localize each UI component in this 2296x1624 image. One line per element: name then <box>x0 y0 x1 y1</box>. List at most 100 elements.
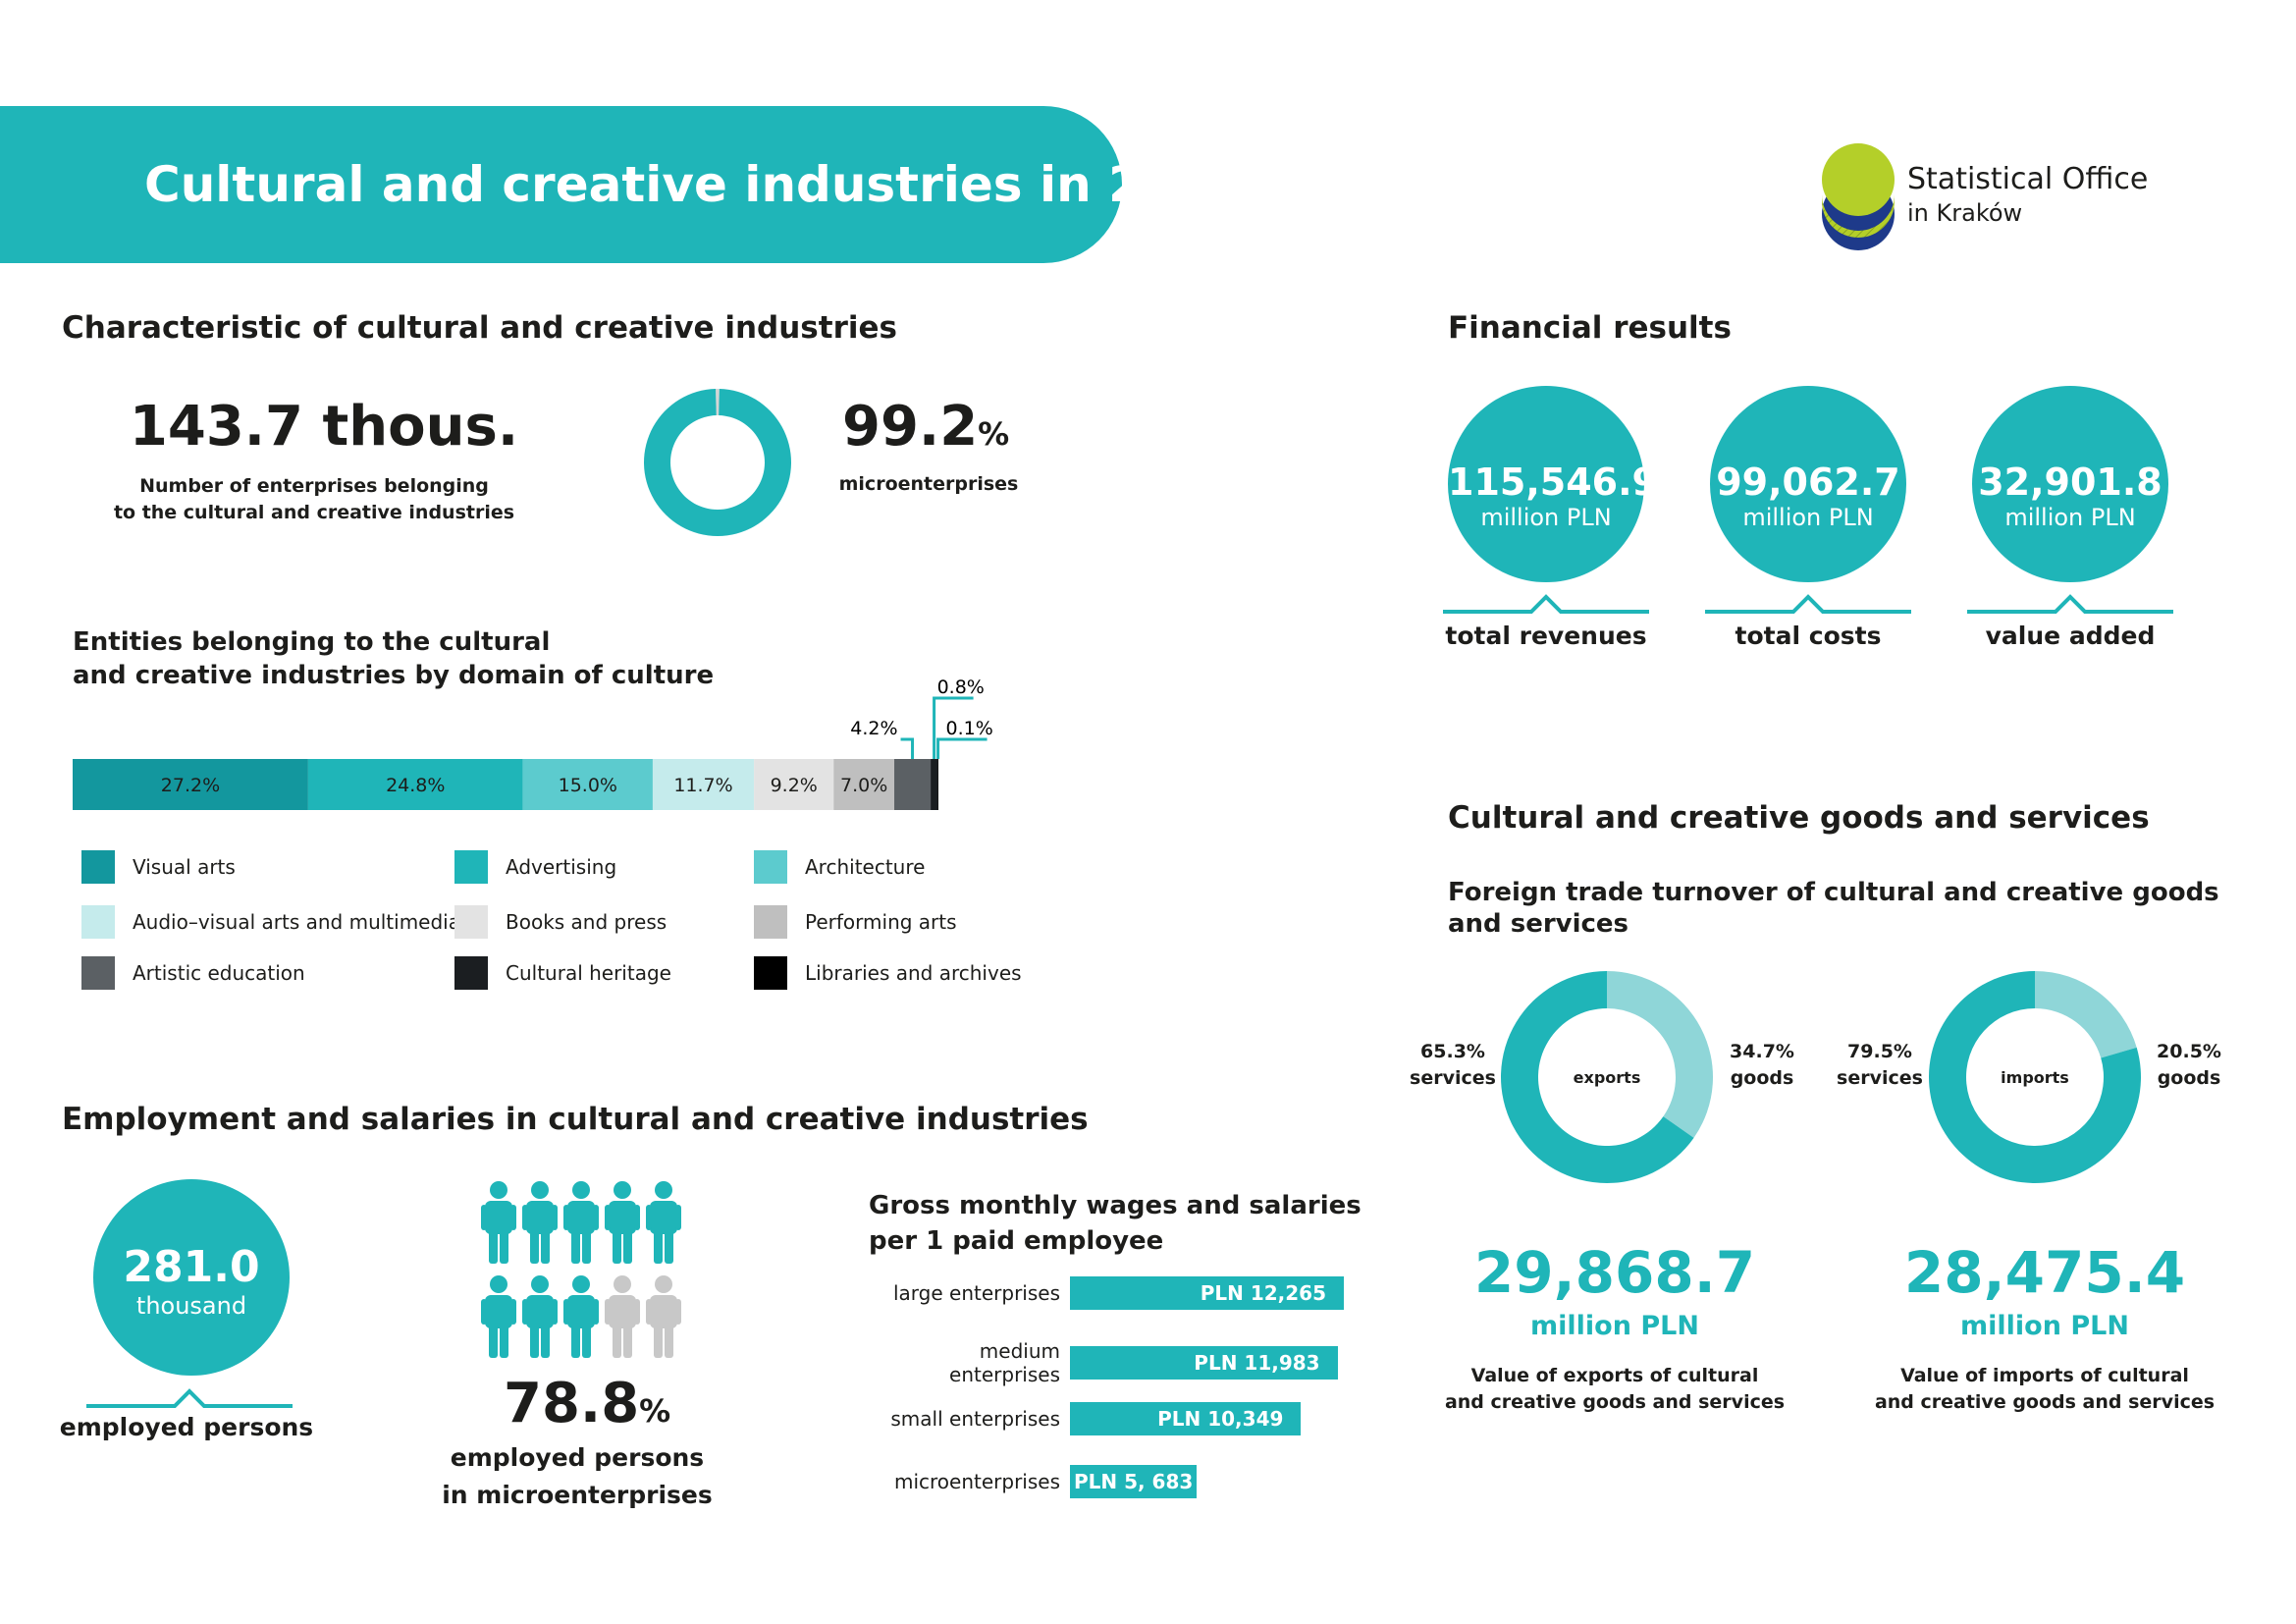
bar-segment-8 <box>937 759 938 810</box>
imports-goods-label: 20.5% goods <box>2157 1041 2221 1089</box>
wages-title: Gross monthly wages and salaries per 1 p… <box>869 1191 1362 1256</box>
bar-segment-label: 24.8% <box>386 775 445 796</box>
person-icon <box>522 1275 558 1358</box>
exports-donut: exports <box>1501 971 1713 1183</box>
financial-circle: 99,062.7 million PLN <box>1710 386 1906 582</box>
legend-swatch <box>81 905 115 939</box>
wages-bar-chart: large enterprises PLN 12,265 medium enterp… <box>874 1276 1364 1532</box>
legend-label: Advertising <box>506 855 617 879</box>
financial-label: value added <box>1985 622 2156 650</box>
employed-pointer-icon <box>86 1388 293 1408</box>
financial-circle: 115,546.9 million PLN <box>1448 386 1658 582</box>
bar-segment-6 <box>894 759 932 810</box>
financial-pointer-icon <box>1967 594 2173 614</box>
donut-slice-services <box>1929 971 2141 1183</box>
callout-line <box>936 737 988 759</box>
financial-value: 99,062.7 <box>1716 460 1900 504</box>
financial-label: total costs <box>1735 622 1882 650</box>
wage-category-label: large enterprises <box>892 1281 1060 1305</box>
donut-center-label: imports <box>2001 1068 2069 1087</box>
bar-segment-5 <box>833 759 895 810</box>
title-banner <box>0 106 1122 263</box>
legend-label: Cultural heritage <box>506 961 671 985</box>
person-icon <box>605 1181 640 1264</box>
wage-row: small enterprises PLN 10,349 <box>874 1402 1302 1435</box>
financial-pointer-icon <box>1705 594 1911 614</box>
domain-legend: Visual arts Advertising Architecture Audio–… <box>81 850 1063 1007</box>
legend-swatch <box>81 956 115 990</box>
financial-heading: Financial results <box>1448 310 1732 346</box>
legend-label: Visual arts <box>133 855 236 879</box>
legend-label: Architecture <box>805 855 926 879</box>
wage-row: large enterprises PLN 12,265 <box>874 1276 1344 1310</box>
goods-heading: Cultural and creative goods and services <box>1448 800 2150 836</box>
donut-slice-goods <box>1607 971 1713 1138</box>
legend-swatch <box>454 905 488 939</box>
legend-item: Architecture <box>754 850 925 884</box>
financial-row: 115,546.9 million PLN total revenues 99,062… <box>1443 386 2194 671</box>
wage-bar: PLN 12,265 <box>1070 1276 1344 1310</box>
legend-label: Artistic education <box>133 961 305 985</box>
legend-item: Audio–visual arts and multimedia <box>81 905 460 939</box>
callout-label: 0.1% <box>946 718 993 739</box>
bar-segment-1 <box>307 759 523 810</box>
financial-value: 32,901.8 <box>1978 460 2163 504</box>
bar-segment-2 <box>522 759 653 810</box>
enterprises-caption: Number of enterprises belonging to the c… <box>113 475 515 523</box>
person-icon <box>481 1181 516 1264</box>
financial-value: 115,546.9 <box>1448 460 1658 504</box>
wage-bar: PLN 11,983 <box>1070 1346 1338 1380</box>
financial-circle: 32,901.8 million PLN <box>1972 386 2168 582</box>
financial-unit: million PLN <box>1742 504 1874 531</box>
micro-employed-caption: employed persons in microenterprises <box>442 1443 713 1509</box>
exports-goods-label: 34.7% goods <box>1730 1041 1794 1089</box>
wage-category-label: microenterprises <box>893 1470 1060 1493</box>
page-title: Cultural and creative industries in 2024 <box>144 156 1246 213</box>
logo-mark-icon <box>1822 143 1895 250</box>
bar-segment-label: 15.0% <box>559 775 617 796</box>
wage-bar: PLN 5, 683 <box>1070 1465 1198 1498</box>
bar-segment-0 <box>73 759 308 810</box>
domain-chart-title: Entities belonging to the cultural and c… <box>73 627 715 690</box>
wage-row: medium enterprises PLN 11,983 <box>874 1339 1338 1386</box>
legend-label: Performing arts <box>805 910 957 934</box>
person-icon <box>563 1181 599 1264</box>
legend-swatch <box>454 850 488 884</box>
wage-category-label: small enterprises <box>890 1407 1060 1431</box>
legend-item: Artistic education <box>81 956 305 990</box>
legend-swatch <box>754 956 787 990</box>
legend-item: Cultural heritage <box>454 956 671 990</box>
financial-unit: million PLN <box>2004 504 2136 531</box>
microenterprises-donut <box>644 389 791 536</box>
bar-segment-label: 7.0% <box>840 775 887 796</box>
legend-swatch <box>81 850 115 884</box>
characteristic-heading: Characteristic of cultural and creative … <box>62 310 897 346</box>
bar-segment-label: 27.2% <box>161 775 220 796</box>
person-icon <box>605 1275 640 1358</box>
legend-swatch <box>454 956 488 990</box>
callout-line <box>900 737 915 759</box>
imports-donut: imports <box>1929 971 2141 1183</box>
person-icon <box>481 1275 516 1358</box>
legend-label: Libraries and archives <box>805 961 1022 985</box>
legend-item: Books and press <box>454 905 667 939</box>
legend-item: Libraries and archives <box>754 956 1022 990</box>
exports-unit: million PLN <box>1530 1311 1699 1341</box>
imports-value: 28,475.4 <box>1903 1239 2186 1306</box>
callout-label: 4.2% <box>850 718 897 739</box>
person-icon <box>646 1181 681 1264</box>
legend-swatch <box>754 850 787 884</box>
legend-item: Visual arts <box>81 850 236 884</box>
legend-item: Advertising <box>454 850 616 884</box>
bar-segment-3 <box>652 759 755 810</box>
imports-services-label: 79.5% services <box>1837 1041 1923 1089</box>
donut-slice-services <box>1501 971 1694 1183</box>
exports-value: 29,868.7 <box>1473 1239 1756 1306</box>
person-icon <box>563 1275 599 1358</box>
logo-line1: Statistical Office <box>1907 162 2149 196</box>
wage-bar: PLN 10,349 <box>1070 1402 1302 1435</box>
legend-item: Performing arts <box>754 905 957 939</box>
bar-segment-7 <box>931 759 938 810</box>
person-icon <box>646 1275 681 1358</box>
financial-label: total revenues <box>1445 622 1647 650</box>
